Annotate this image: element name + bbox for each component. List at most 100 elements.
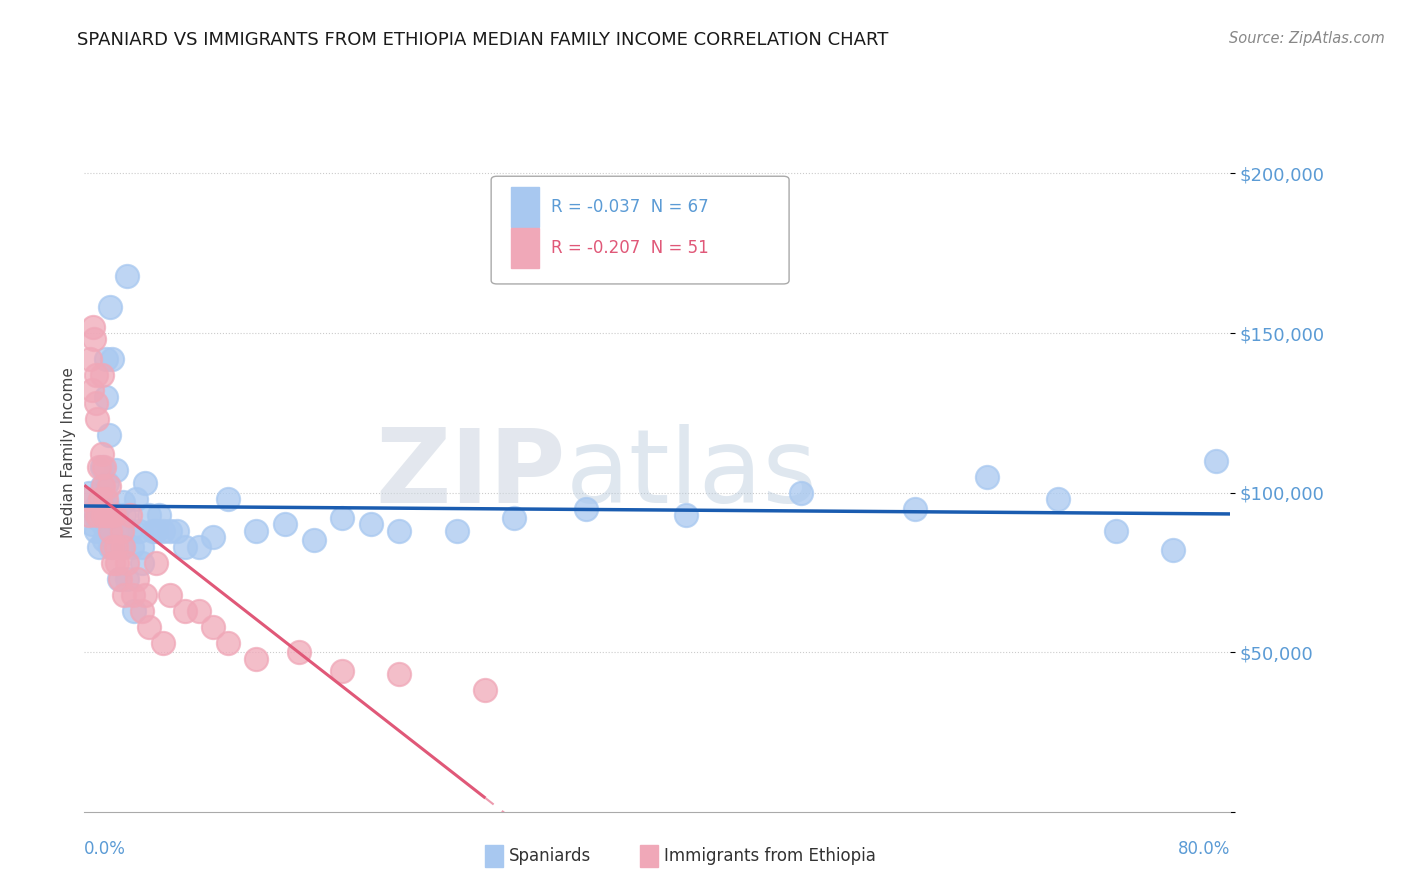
Point bbox=[1047, 491, 1070, 506]
Point bbox=[904, 501, 927, 516]
Point bbox=[80, 517, 103, 532]
Point bbox=[152, 635, 174, 649]
Point bbox=[90, 479, 112, 493]
Point bbox=[76, 491, 98, 506]
Point bbox=[112, 540, 135, 554]
Point bbox=[217, 635, 239, 649]
Point bbox=[94, 390, 117, 404]
Point bbox=[98, 540, 121, 554]
Point bbox=[87, 495, 110, 509]
Point bbox=[101, 508, 124, 522]
Point bbox=[188, 604, 211, 618]
Point bbox=[97, 479, 120, 493]
Point bbox=[142, 524, 165, 538]
Point bbox=[188, 540, 211, 554]
Point bbox=[98, 524, 121, 538]
Point bbox=[145, 556, 167, 570]
Point bbox=[91, 508, 114, 522]
Point bbox=[89, 491, 111, 506]
Point bbox=[128, 524, 150, 538]
Point bbox=[104, 540, 127, 554]
Point bbox=[96, 475, 118, 490]
Point bbox=[217, 491, 239, 506]
Point bbox=[104, 508, 127, 522]
Point bbox=[127, 572, 149, 586]
Point bbox=[575, 501, 598, 516]
Point bbox=[202, 619, 225, 633]
Point bbox=[976, 469, 998, 483]
Point bbox=[110, 540, 132, 554]
Bar bbox=[510, 187, 540, 227]
Point bbox=[117, 556, 139, 570]
Point bbox=[100, 351, 122, 366]
Point bbox=[245, 524, 267, 538]
Point bbox=[91, 517, 114, 532]
Point bbox=[94, 351, 117, 366]
Point bbox=[112, 495, 135, 509]
Point bbox=[120, 508, 142, 522]
Point bbox=[360, 517, 382, 532]
Point bbox=[789, 485, 811, 500]
Text: ZIP: ZIP bbox=[375, 424, 565, 524]
Point bbox=[97, 428, 120, 442]
Point bbox=[122, 588, 145, 602]
Y-axis label: Median Family Income: Median Family Income bbox=[60, 368, 76, 538]
Point bbox=[121, 540, 143, 554]
Point bbox=[159, 588, 181, 602]
Text: R = -0.037  N = 67: R = -0.037 N = 67 bbox=[551, 198, 709, 216]
Point bbox=[114, 508, 136, 522]
Point bbox=[245, 651, 267, 665]
Point bbox=[94, 508, 117, 522]
Point bbox=[79, 351, 101, 366]
Point bbox=[86, 508, 108, 522]
Point bbox=[148, 508, 170, 522]
Point bbox=[124, 604, 146, 618]
Point bbox=[101, 533, 124, 548]
Point bbox=[159, 524, 181, 538]
Point bbox=[1105, 524, 1128, 538]
Point bbox=[173, 540, 195, 554]
Text: atlas: atlas bbox=[565, 424, 817, 524]
Point bbox=[446, 524, 468, 538]
Point bbox=[90, 368, 112, 382]
Point bbox=[388, 524, 411, 538]
Point bbox=[1205, 453, 1227, 467]
Text: 0.0%: 0.0% bbox=[84, 840, 127, 858]
Point bbox=[330, 665, 353, 679]
Point bbox=[93, 533, 115, 548]
Point bbox=[80, 384, 103, 398]
Point bbox=[84, 396, 107, 410]
Bar bbox=[510, 228, 540, 268]
Point bbox=[101, 556, 124, 570]
Point bbox=[131, 604, 153, 618]
Point bbox=[91, 479, 114, 493]
Point bbox=[134, 588, 156, 602]
Text: SPANIARD VS IMMIGRANTS FROM ETHIOPIA MEDIAN FAMILY INCOME CORRELATION CHART: SPANIARD VS IMMIGRANTS FROM ETHIOPIA MED… bbox=[77, 31, 889, 49]
Point bbox=[134, 475, 156, 490]
Point bbox=[77, 508, 100, 522]
Point bbox=[98, 301, 121, 315]
Point bbox=[84, 524, 107, 538]
Text: 80.0%: 80.0% bbox=[1178, 840, 1230, 858]
Point bbox=[117, 572, 139, 586]
Point bbox=[330, 511, 353, 525]
Point bbox=[138, 508, 160, 522]
Point bbox=[152, 524, 174, 538]
Point bbox=[138, 619, 160, 633]
Text: Spaniards: Spaniards bbox=[509, 847, 591, 865]
Point bbox=[145, 524, 167, 538]
Point bbox=[120, 524, 142, 538]
Point bbox=[114, 588, 136, 602]
Point bbox=[131, 556, 153, 570]
Text: R = -0.207  N = 51: R = -0.207 N = 51 bbox=[551, 239, 709, 257]
Point bbox=[96, 508, 118, 522]
Point bbox=[302, 533, 325, 548]
Text: Immigrants from Ethiopia: Immigrants from Ethiopia bbox=[664, 847, 876, 865]
Point bbox=[131, 540, 153, 554]
Point bbox=[1161, 543, 1184, 558]
Point bbox=[82, 319, 104, 334]
Point bbox=[107, 572, 129, 586]
Point bbox=[86, 412, 108, 426]
Point bbox=[104, 463, 127, 477]
Point bbox=[474, 683, 496, 698]
